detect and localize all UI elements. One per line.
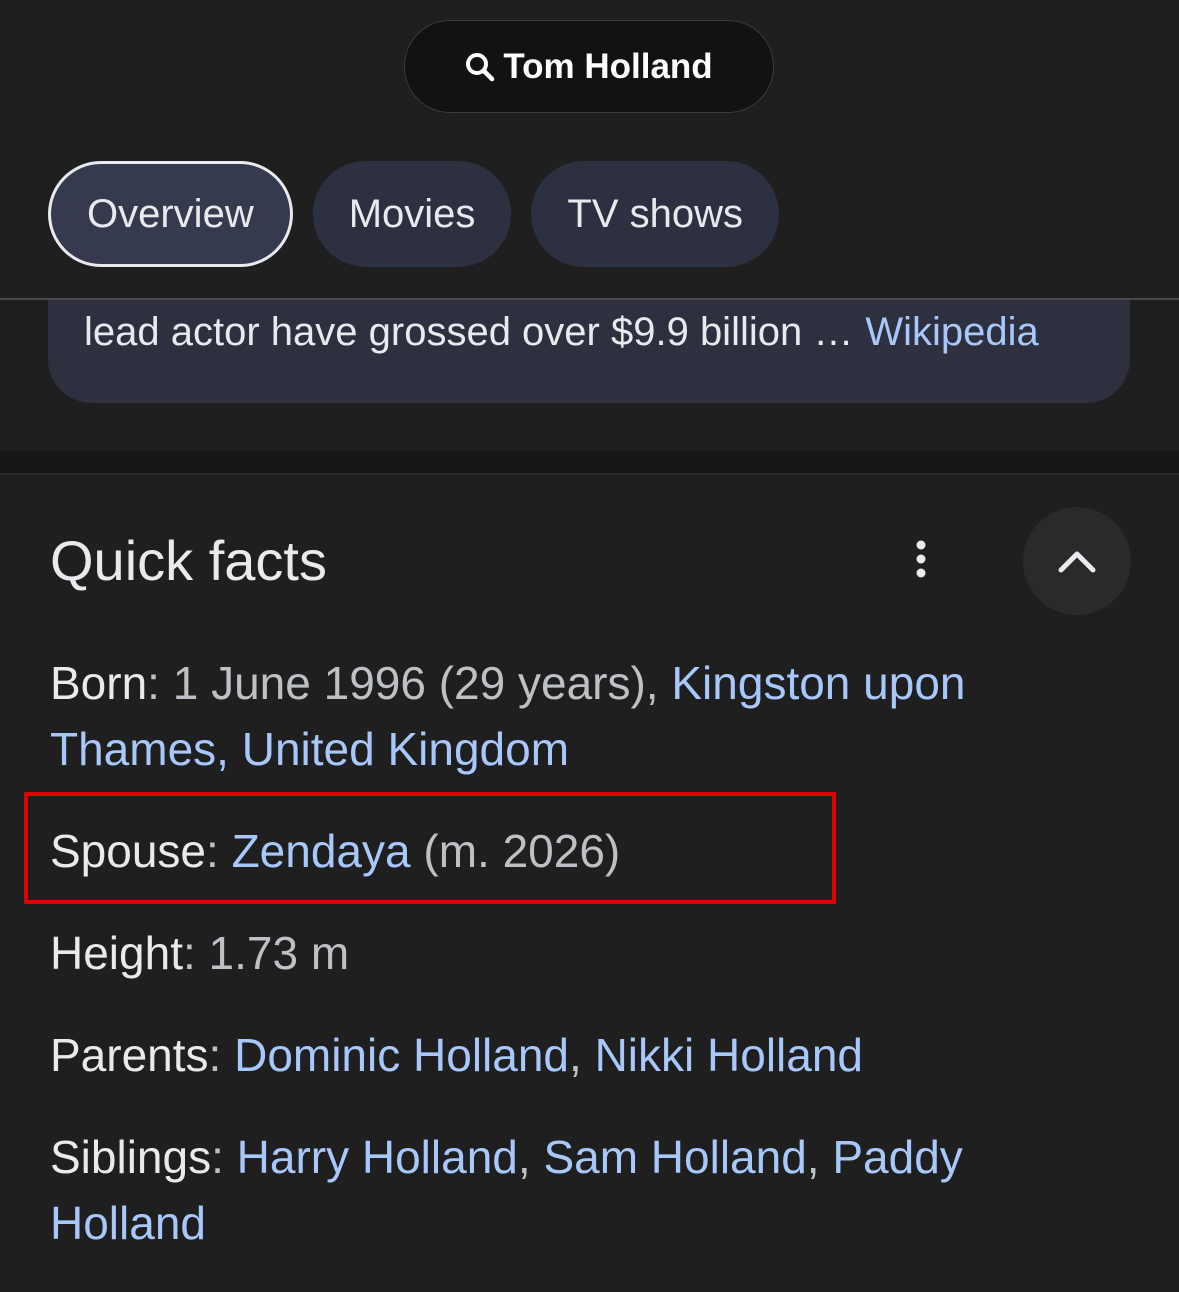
fact-label: Spouse [50, 825, 207, 877]
fact-row: Parents: Dominic Holland, Nikki Holland [50, 1022, 1050, 1088]
divider [0, 298, 1179, 300]
fact-row: Siblings: Harry Holland, Sam Holland, Pa… [50, 1124, 1050, 1256]
fact-label: Siblings [50, 1131, 212, 1183]
section-separator [0, 451, 1179, 475]
page: Tom Holland {"search": {"query": "Tom Ho… [0, 20, 1179, 1249]
fact-value: : 1 June 1996 (29 years), [147, 657, 672, 709]
fact-value: : [211, 1131, 237, 1183]
fact-value: : [206, 825, 232, 877]
snippet-card: lead actor have grossed over $9.9 billio… [48, 300, 1130, 403]
collapse-button[interactable] [1023, 507, 1131, 615]
fact-row: Height: 1.73 m [50, 920, 1050, 986]
more-options[interactable] [908, 540, 934, 580]
search-query: Tom Holland [503, 46, 713, 86]
fact-label: Height [50, 927, 183, 979]
source-link[interactable]: Wikipedia [865, 310, 1039, 354]
fact-value: : 1.73 m [182, 927, 350, 979]
fact-link[interactable]: Kingston upon Thames, United Kingdom [50, 657, 966, 775]
fact-link[interactable]: Harry Holland [236, 1131, 518, 1183]
screen: Tom Holland Overview Movies TV shows lea… [0, 20, 1179, 1249]
fact-value: (m. 2026) [410, 825, 621, 877]
highlight-box [24, 792, 836, 904]
fact-link[interactable]: Nikki Holland [594, 1029, 864, 1081]
search-pill[interactable]: Tom Holland [404, 20, 774, 113]
fact-label: Born [50, 657, 148, 709]
tabs: Overview Movies TV shows [48, 161, 780, 267]
fact-link[interactable]: Dominic Holland [234, 1029, 570, 1081]
fact-value: , [517, 1131, 544, 1183]
fact-row: Spouse: Zendaya (m. 2026) [50, 818, 1050, 884]
fact-link[interactable]: Sam Holland [543, 1131, 807, 1183]
section-title: Quick facts [50, 529, 327, 592]
tab[interactable]: Movies [312, 161, 512, 267]
fact-value: , [806, 1131, 833, 1183]
fact-value: , [569, 1029, 595, 1081]
fact-value: : [208, 1029, 235, 1081]
tab[interactable]: Overview [48, 161, 293, 267]
chevron-up [1058, 551, 1096, 573]
facts-list: Born: 1 June 1996 (29 years), Kingston u… [50, 650, 1050, 1292]
fact-label: Parents [50, 1029, 209, 1081]
fact-link[interactable]: Zendaya [231, 825, 411, 877]
fact-link[interactable]: Paddy Holland [50, 1131, 963, 1249]
snippet-text: lead actor have grossed over $9.9 billio… [84, 310, 854, 354]
tab[interactable]: TV shows [531, 161, 780, 267]
search-icon [466, 52, 495, 81]
fact-row: Born: 1 June 1996 (29 years), Kingston u… [50, 650, 1050, 782]
